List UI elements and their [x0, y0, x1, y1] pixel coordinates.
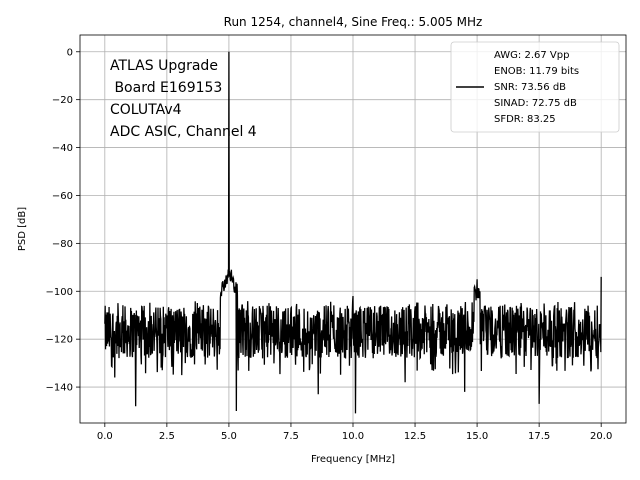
x-tick-label: 20.0 — [590, 431, 612, 442]
legend: AWG: 2.67 Vpp ENOB: 11.79 bits SNR: 73.5… — [450, 41, 620, 133]
legend-line-2: ENOB: 11.79 bits — [494, 66, 579, 77]
x-tick-label: 17.5 — [528, 431, 550, 442]
chart-title: Run 1254, channel4, Sine Freq.: 5.005 MH… — [224, 15, 483, 29]
x-axis-label: Frequency [MHz] — [311, 454, 395, 465]
y-tick-label: −140 — [46, 383, 73, 394]
y-tick-label: −120 — [46, 335, 73, 346]
x-tick-label: 12.5 — [404, 431, 426, 442]
legend-line-3: SNR: 73.56 dB — [494, 82, 566, 93]
y-tick-label: −40 — [52, 143, 73, 154]
x-tick-label: 2.5 — [159, 431, 175, 442]
y-tick-label: 0 — [67, 47, 73, 58]
y-axis-ticks: 0 −20 −40 −60 −80 −100 −120 −140 — [46, 47, 80, 394]
legend-box — [450, 41, 620, 133]
x-axis-ticks: 0.0 2.5 5.0 7.5 10.0 12.5 15.0 17.5 20.0 — [97, 423, 612, 442]
legend-line-1: AWG: 2.67 Vpp — [494, 50, 569, 61]
annotation-line-2: Board E169153 — [110, 80, 222, 96]
y-tick-label: −80 — [52, 239, 73, 250]
x-tick-label: 15.0 — [466, 431, 488, 442]
x-tick-label: 0.0 — [97, 431, 113, 442]
x-tick-label: 7.5 — [283, 431, 299, 442]
y-tick-label: −100 — [46, 287, 73, 298]
x-tick-label: 10.0 — [342, 431, 364, 442]
legend-line-5: SFDR: 83.25 — [494, 114, 556, 125]
annotation-block: ATLAS Upgrade Board E169153 COLUTAv4 ADC… — [110, 58, 257, 140]
annotation-line-3: COLUTAv4 — [110, 102, 182, 118]
y-axis-label: PSD [dB] — [17, 207, 28, 251]
y-tick-label: −20 — [52, 95, 73, 106]
y-tick-label: −60 — [52, 191, 73, 202]
legend-line-4: SINAD: 72.75 dB — [494, 98, 577, 109]
psd-series-line — [104, 51, 602, 414]
annotation-line-4: ADC ASIC, Channel 4 — [110, 124, 257, 140]
annotation-line-1: ATLAS Upgrade — [110, 58, 218, 74]
x-tick-label: 5.0 — [221, 431, 237, 442]
